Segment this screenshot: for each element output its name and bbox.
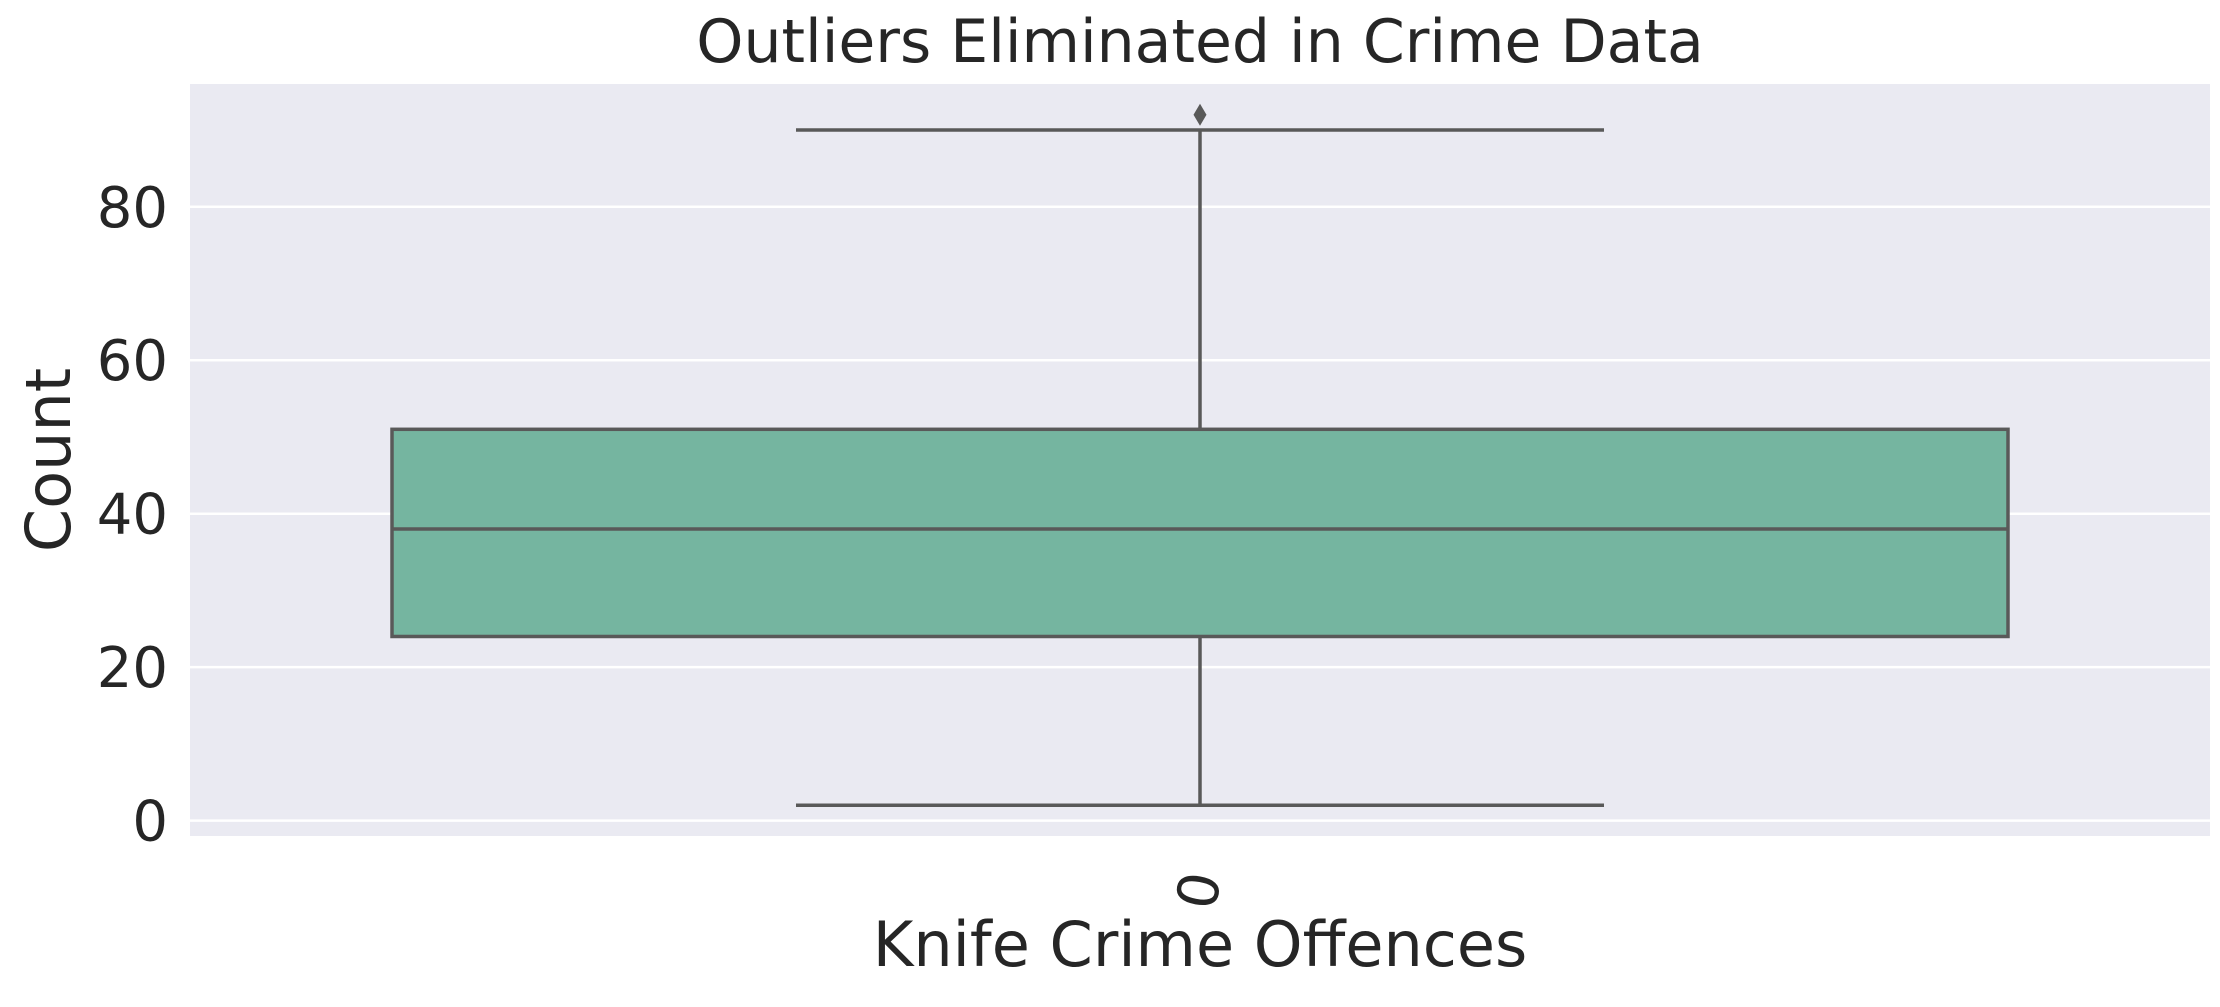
y-tick-label: 60: [97, 329, 168, 394]
x-axis-label: Knife Crime Offences: [873, 908, 1528, 981]
y-tick-label: 80: [97, 176, 168, 241]
iqr-box: [390, 427, 2010, 639]
boxes: [390, 103, 2010, 808]
y-tick-label: 20: [97, 636, 168, 701]
outlier-point: [1193, 103, 1207, 126]
y-tick-label: 0: [132, 790, 168, 855]
y-axis-label: Count: [12, 368, 85, 552]
y-axis-ticks: 0 20 40 60 80: [97, 176, 168, 855]
chart-title: Outliers Eliminated in Crime Data: [696, 7, 1704, 77]
y-tick-label: 40: [97, 483, 168, 548]
